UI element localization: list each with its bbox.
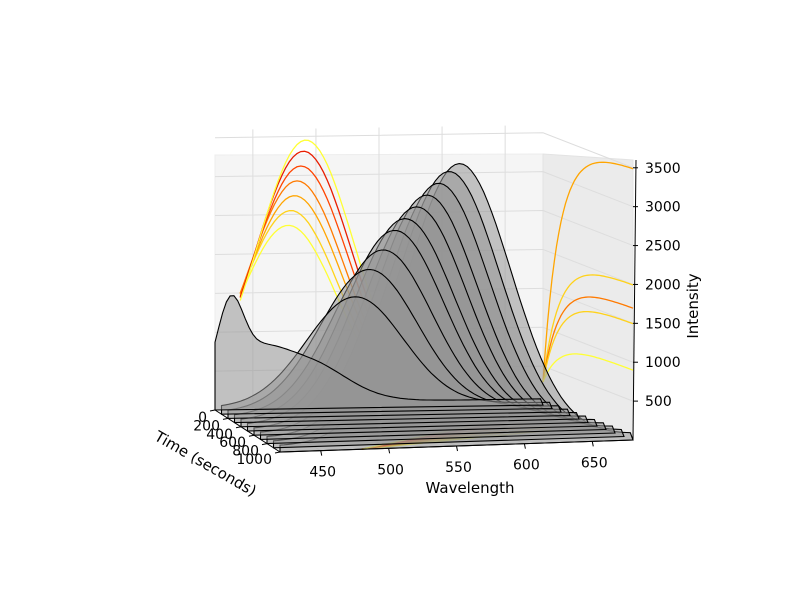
z-tick-label: 1500 <box>645 316 681 332</box>
x-tick-mark <box>523 443 526 449</box>
x-tick-label: 650 <box>581 455 608 471</box>
y-tick-mark <box>222 417 229 420</box>
x-tick-mark <box>320 450 323 456</box>
y-tick-mark <box>274 451 281 454</box>
y-tick-label: 800 <box>232 444 259 460</box>
grid-line-horizontal <box>214 287 634 324</box>
z-tick-label: 3000 <box>645 200 681 216</box>
contour-side-wall <box>542 296 634 382</box>
y-tick-mark <box>248 434 255 437</box>
x-tick-labels: 450 500 550 600 650 <box>309 441 608 481</box>
x-tick-label: 600 <box>513 458 540 474</box>
y-tick-label: 1000 <box>236 452 272 468</box>
y-tick-label: 0 <box>198 410 207 426</box>
y-tick-mark <box>209 409 216 412</box>
y-tick-label: 400 <box>206 427 233 443</box>
x-tick-label: 500 <box>377 462 404 478</box>
y-tick-mark <box>261 443 268 446</box>
grid-line-horizontal <box>214 132 634 169</box>
x-axis-label: Wavelength <box>426 479 515 497</box>
surface-slice <box>214 295 544 411</box>
z-tick-label: 500 <box>645 394 672 410</box>
y-tick-label: 200 <box>193 418 220 434</box>
surface-slices <box>214 163 634 453</box>
contour-side-wall <box>542 310 634 382</box>
z-tick-label: 3500 <box>645 161 681 177</box>
z-tick-label: 2000 <box>645 277 681 293</box>
x-tick-mark <box>456 445 458 452</box>
x-tick-mark <box>591 441 594 447</box>
z-tick-label: 2500 <box>645 239 681 255</box>
x-tick-label: 550 <box>445 460 472 476</box>
y-tick-label: 600 <box>219 435 246 451</box>
x-tick-label: 450 <box>309 465 336 481</box>
z-axis-label: Intensity <box>684 273 702 338</box>
z-tick-label: 1000 <box>645 355 681 371</box>
contour-side-wall <box>542 353 634 382</box>
z-tick-labels: 500 1000 1500 2000 2500 3000 3500 <box>633 161 681 410</box>
y-axis-line <box>214 409 281 453</box>
contour-side-wall <box>542 274 634 382</box>
y-tick-mark <box>235 426 242 429</box>
x-tick-mark <box>388 448 391 454</box>
contour-side-wall <box>542 161 634 382</box>
